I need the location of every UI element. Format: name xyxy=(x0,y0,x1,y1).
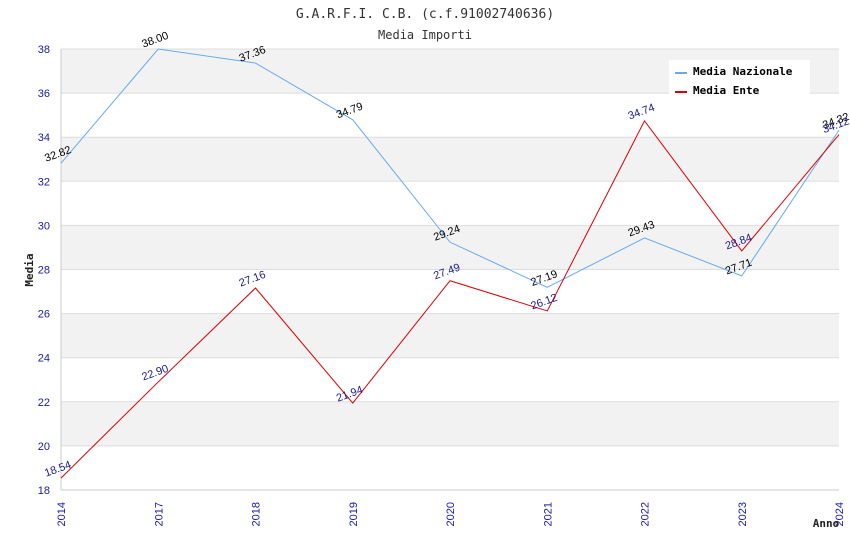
grid-band xyxy=(61,93,839,138)
y-tick-label: 34 xyxy=(38,132,50,144)
grid-band xyxy=(61,357,839,402)
y-tick-label: 28 xyxy=(38,265,50,277)
y-tick-label: 30 xyxy=(38,220,50,232)
grid-lines xyxy=(60,48,839,491)
grid-band xyxy=(61,445,839,490)
legend: Media Nazionale Media Ente xyxy=(669,60,810,98)
legend-label-nazionale: Media Nazionale xyxy=(693,65,793,78)
chart-subtitle: Media Importi xyxy=(378,28,472,42)
y-tick-label: 24 xyxy=(38,353,50,365)
x-axis-ticks: 2014 2017 2018 2019 2020 2021 2022 2023 2024 xyxy=(56,502,846,526)
series-lines xyxy=(60,48,840,479)
grid-band xyxy=(61,181,839,226)
x-tick-label: 2021 xyxy=(542,502,554,526)
y-tick-label: 36 xyxy=(38,88,50,100)
grid-band xyxy=(61,225,839,270)
y-axis-label: Media xyxy=(23,253,36,286)
y-tick-label: 32 xyxy=(38,176,50,188)
y-axis-ticks: 18 20 22 24 26 28 30 32 34 36 38 xyxy=(38,44,50,497)
data-label: 38.00 xyxy=(140,30,170,51)
x-tick-label: 2014 xyxy=(56,502,68,526)
x-tick-label: 2017 xyxy=(153,502,165,526)
y-tick-label: 18 xyxy=(38,485,50,497)
x-tick-label: 2022 xyxy=(640,502,652,526)
series-line xyxy=(60,48,840,288)
x-tick-label: 2019 xyxy=(348,502,360,526)
legend-box xyxy=(669,60,810,98)
x-tick-label: 2024 xyxy=(834,502,846,526)
x-axis-label: Anno xyxy=(813,517,840,530)
x-tick-label: 2018 xyxy=(251,502,263,526)
y-tick-label: 22 xyxy=(38,397,50,409)
grid-band xyxy=(61,401,839,446)
legend-label-ente: Media Ente xyxy=(693,84,760,97)
grid-band xyxy=(61,269,839,314)
grid-band xyxy=(61,137,839,182)
grid-band xyxy=(61,313,839,358)
y-tick-label: 20 xyxy=(38,441,50,453)
grid-bands xyxy=(61,49,839,490)
x-tick-label: 2023 xyxy=(737,502,749,526)
y-tick-label: 38 xyxy=(38,44,50,56)
y-tick-label: 26 xyxy=(38,309,50,321)
chart-title: G.A.R.F.I. C.B. (c.f.91002740636) xyxy=(296,7,554,22)
x-tick-label: 2020 xyxy=(445,502,457,526)
series-line xyxy=(60,119,840,479)
